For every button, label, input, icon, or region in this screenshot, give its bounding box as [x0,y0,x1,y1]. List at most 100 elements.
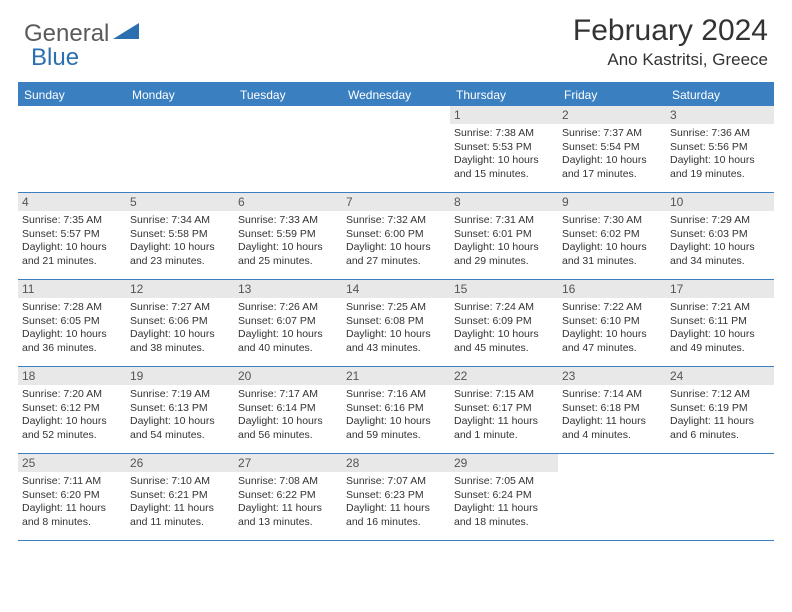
day-cell: 2 Sunrise: 7:37 AMSunset: 5:54 PMDaylight… [558,106,666,192]
location: Ano Kastritsi, Greece [573,50,768,70]
day-cell: 14 Sunrise: 7:25 AMSunset: 6:08 PMDayligh… [342,280,450,366]
day-cell: 20 Sunrise: 7:17 AMSunset: 6:14 PMDayligh… [234,367,342,453]
weeks-container: 1 Sunrise: 7:38 AMSunset: 5:53 PMDaylight… [18,106,774,541]
day-number: 13 [234,280,342,298]
day-header-saturday: Saturday [666,85,774,106]
day-info: Sunrise: 7:07 AMSunset: 6:23 PMDaylight:… [346,475,446,530]
day-header-friday: Friday [558,85,666,106]
day-number: 29 [450,454,558,472]
logo-blue-line: Blue [31,44,79,72]
day-number: 24 [666,367,774,385]
day-info: Sunrise: 7:20 AMSunset: 6:12 PMDaylight:… [22,388,122,443]
day-cell: 18 Sunrise: 7:20 AMSunset: 6:12 PMDayligh… [18,367,126,453]
day-info: Sunrise: 7:08 AMSunset: 6:22 PMDaylight:… [238,475,338,530]
day-info: Sunrise: 7:14 AMSunset: 6:18 PMDaylight:… [562,388,662,443]
day-info: Sunrise: 7:15 AMSunset: 6:17 PMDaylight:… [454,388,554,443]
day-cell: 19 Sunrise: 7:19 AMSunset: 6:13 PMDayligh… [126,367,234,453]
day-number: 9 [558,193,666,211]
empty-cell [234,106,342,192]
month-title: February 2024 [573,14,768,48]
day-info: Sunrise: 7:17 AMSunset: 6:14 PMDaylight:… [238,388,338,443]
day-info: Sunrise: 7:19 AMSunset: 6:13 PMDaylight:… [130,388,230,443]
day-info: Sunrise: 7:21 AMSunset: 6:11 PMDaylight:… [670,301,770,356]
day-info: Sunrise: 7:25 AMSunset: 6:08 PMDaylight:… [346,301,446,356]
day-cell: 23 Sunrise: 7:14 AMSunset: 6:18 PMDayligh… [558,367,666,453]
day-cell: 16 Sunrise: 7:22 AMSunset: 6:10 PMDayligh… [558,280,666,366]
day-number: 3 [666,106,774,124]
day-header-monday: Monday [126,85,234,106]
empty-cell [18,106,126,192]
day-number: 8 [450,193,558,211]
day-number: 16 [558,280,666,298]
day-cell: 17 Sunrise: 7:21 AMSunset: 6:11 PMDayligh… [666,280,774,366]
day-header-sunday: Sunday [18,85,126,106]
day-header-thursday: Thursday [450,85,558,106]
day-number: 26 [126,454,234,472]
day-cell: 9 Sunrise: 7:30 AMSunset: 6:02 PMDaylight… [558,193,666,279]
day-cell: 15 Sunrise: 7:24 AMSunset: 6:09 PMDayligh… [450,280,558,366]
day-info: Sunrise: 7:24 AMSunset: 6:09 PMDaylight:… [454,301,554,356]
day-info: Sunrise: 7:22 AMSunset: 6:10 PMDaylight:… [562,301,662,356]
day-info: Sunrise: 7:12 AMSunset: 6:19 PMDaylight:… [670,388,770,443]
header: General February 2024 Ano Kastritsi, Gre… [0,0,792,78]
day-number: 1 [450,106,558,124]
calendar: SundayMondayTuesdayWednesdayThursdayFrid… [18,82,774,541]
day-number: 17 [666,280,774,298]
day-number: 20 [234,367,342,385]
day-cell: 26 Sunrise: 7:10 AMSunset: 6:21 PMDayligh… [126,454,234,540]
day-number: 5 [126,193,234,211]
day-cell: 3 Sunrise: 7:36 AMSunset: 5:56 PMDaylight… [666,106,774,192]
day-number: 2 [558,106,666,124]
day-info: Sunrise: 7:32 AMSunset: 6:00 PMDaylight:… [346,214,446,269]
day-cell: 22 Sunrise: 7:15 AMSunset: 6:17 PMDayligh… [450,367,558,453]
day-number: 22 [450,367,558,385]
week-row: 4Sunrise: 7:35 AMSunset: 5:57 PMDaylight… [18,193,774,280]
day-number: 15 [450,280,558,298]
day-number: 6 [234,193,342,211]
day-cell: 1 Sunrise: 7:38 AMSunset: 5:53 PMDaylight… [450,106,558,192]
title-block: February 2024 Ano Kastritsi, Greece [573,14,768,70]
day-cell: 21 Sunrise: 7:16 AMSunset: 6:16 PMDayligh… [342,367,450,453]
day-number: 21 [342,367,450,385]
day-info: Sunrise: 7:36 AMSunset: 5:56 PMDaylight:… [670,127,770,182]
day-number: 4 [18,193,126,211]
day-number: 19 [126,367,234,385]
day-cell: 28 Sunrise: 7:07 AMSunset: 6:23 PMDayligh… [342,454,450,540]
day-info: Sunrise: 7:29 AMSunset: 6:03 PMDaylight:… [670,214,770,269]
day-header-wednesday: Wednesday [342,85,450,106]
day-info: Sunrise: 7:38 AMSunset: 5:53 PMDaylight:… [454,127,554,182]
day-info: Sunrise: 7:28 AMSunset: 6:05 PMDaylight:… [22,301,122,356]
day-info: Sunrise: 7:27 AMSunset: 6:06 PMDaylight:… [130,301,230,356]
day-cell: 29 Sunrise: 7:05 AMSunset: 6:24 PMDayligh… [450,454,558,540]
day-info: Sunrise: 7:34 AMSunset: 5:58 PMDaylight:… [130,214,230,269]
day-number: 7 [342,193,450,211]
empty-cell [342,106,450,192]
week-row: 25Sunrise: 7:11 AMSunset: 6:20 PMDayligh… [18,454,774,541]
day-info: Sunrise: 7:30 AMSunset: 6:02 PMDaylight:… [562,214,662,269]
day-info: Sunrise: 7:10 AMSunset: 6:21 PMDaylight:… [130,475,230,530]
day-cell: 13 Sunrise: 7:26 AMSunset: 6:07 PMDayligh… [234,280,342,366]
day-number: 14 [342,280,450,298]
logo-triangle-icon [113,23,139,46]
logo-text-2: Blue [31,44,79,71]
day-info: Sunrise: 7:16 AMSunset: 6:16 PMDaylight:… [346,388,446,443]
day-cell: 11Sunrise: 7:28 AMSunset: 6:05 PMDayligh… [18,280,126,366]
day-cell: 6 Sunrise: 7:33 AMSunset: 5:59 PMDaylight… [234,193,342,279]
day-cell: 25Sunrise: 7:11 AMSunset: 6:20 PMDayligh… [18,454,126,540]
day-info: Sunrise: 7:33 AMSunset: 5:59 PMDaylight:… [238,214,338,269]
day-number: 23 [558,367,666,385]
day-number: 28 [342,454,450,472]
day-info: Sunrise: 7:31 AMSunset: 6:01 PMDaylight:… [454,214,554,269]
day-number: 18 [18,367,126,385]
empty-cell [558,454,666,540]
day-info: Sunrise: 7:26 AMSunset: 6:07 PMDaylight:… [238,301,338,356]
day-number: 25 [18,454,126,472]
empty-cell [666,454,774,540]
day-cell: 5 Sunrise: 7:34 AMSunset: 5:58 PMDaylight… [126,193,234,279]
day-header-tuesday: Tuesday [234,85,342,106]
day-cell: 7 Sunrise: 7:32 AMSunset: 6:00 PMDaylight… [342,193,450,279]
day-cell: 24 Sunrise: 7:12 AMSunset: 6:19 PMDayligh… [666,367,774,453]
day-info: Sunrise: 7:37 AMSunset: 5:54 PMDaylight:… [562,127,662,182]
day-cell: 12Sunrise: 7:27 AMSunset: 6:06 PMDayligh… [126,280,234,366]
day-info: Sunrise: 7:05 AMSunset: 6:24 PMDaylight:… [454,475,554,530]
